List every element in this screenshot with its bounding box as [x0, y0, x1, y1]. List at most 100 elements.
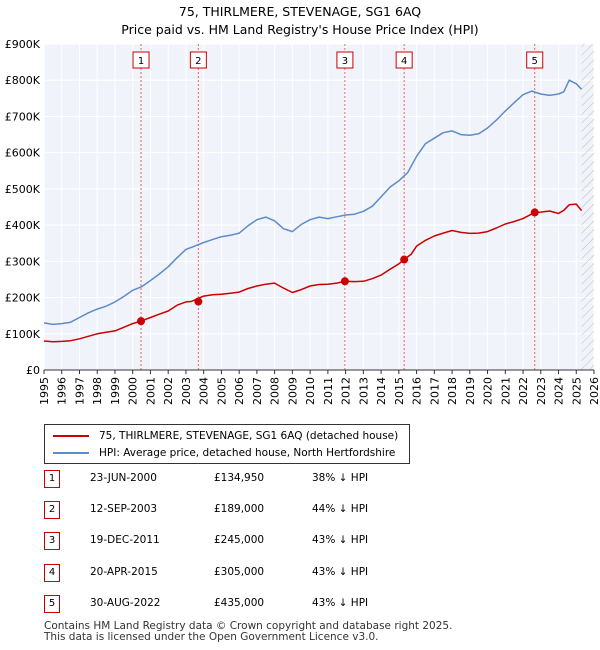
footer: Contains HM Land Registry data © Crown c… — [44, 621, 452, 643]
x-tick-label: 2015 — [393, 377, 406, 405]
sale-number-badge: 5 — [44, 595, 60, 613]
y-tick-label: £0 — [26, 364, 40, 377]
y-tick-label: £900K — [5, 38, 41, 51]
sale-marker-number: 5 — [532, 56, 538, 67]
sale-point — [137, 317, 146, 326]
x-tick-label: 2008 — [269, 377, 282, 405]
legend-item-property: 75, THIRLMERE, STEVENAGE, SG1 6AQ (detac… — [53, 430, 398, 442]
plot-area — [44, 44, 594, 370]
footer-copyright: Contains HM Land Registry data © Crown c… — [44, 620, 453, 632]
sale-marker-box — [395, 51, 413, 69]
table-row: 2 12-SEP-2003 £189,000 44% ↓ HPI — [44, 501, 444, 521]
x-tick-label: 2025 — [570, 377, 583, 405]
x-tick-label: 2012 — [340, 377, 353, 405]
sale-marker-number: 1 — [138, 56, 144, 67]
x-tick-label: 1998 — [91, 377, 104, 405]
sale-hpi-diff: 38% ↓ HPI — [312, 472, 369, 484]
sale-price: £245,000 — [214, 534, 265, 546]
x-axis: 1995 1996 1997 1998 1999 2000 2001 2002 2003 2004… — [38, 369, 600, 405]
x-tick-label: 2014 — [375, 377, 388, 405]
sale-point — [340, 277, 349, 286]
sale-points — [137, 208, 539, 326]
sale-date: 19-DEC-2011 — [90, 534, 160, 546]
gridlines — [43, 43, 595, 371]
legend-item-hpi: HPI: Average price, detached house, Nort… — [53, 447, 395, 459]
table-row: 5 30-AUG-2022 £435,000 43% ↓ HPI — [44, 595, 444, 615]
x-tick-label: 2009 — [286, 377, 299, 405]
sale-price: £305,000 — [214, 566, 265, 578]
sale-hpi-diff: 43% ↓ HPI — [312, 534, 369, 546]
sale-hpi-diff: 43% ↓ HPI — [312, 566, 369, 578]
x-tick-label: 2024 — [553, 377, 566, 405]
x-tick-label: 2000 — [127, 377, 140, 405]
sale-marker-number: 2 — [195, 56, 201, 67]
y-axis: £0 £100K £200K £300K £400K £500K £600K £700K £80… — [5, 38, 41, 377]
sale-number-badge: 1 — [44, 470, 60, 488]
table-row: 1 23-JUN-2000 £134,950 38% ↓ HPI — [44, 470, 444, 490]
y-tick-label: £700K — [5, 110, 41, 123]
sale-date: 20-APR-2015 — [90, 566, 158, 578]
y-tick-label: £600K — [5, 147, 41, 160]
chart-subtitle: Price paid vs. HM Land Registry's House … — [121, 22, 479, 37]
price-chart: 1 2 3 4 5 £0 £100K £200K £300K £400K £500K £600K £7… — [5, 38, 600, 405]
sale-point — [194, 297, 203, 306]
x-tick-label: 2023 — [535, 377, 548, 405]
sale-marker-box — [132, 51, 150, 69]
x-tick-label: 2018 — [446, 377, 459, 405]
sale-marker-number: 3 — [342, 56, 348, 67]
x-tick-label: 2010 — [304, 377, 317, 405]
sale-number-badge: 4 — [44, 564, 60, 582]
x-tick-label: 2026 — [588, 377, 600, 405]
sale-price: £435,000 — [214, 597, 265, 609]
sale-date: 23-JUN-2000 — [90, 472, 157, 484]
sale-price: £134,950 — [214, 472, 265, 484]
x-tick-label: 1995 — [38, 377, 51, 405]
x-tick-label: 2006 — [233, 377, 246, 405]
table-row: 3 19-DEC-2011 £245,000 43% ↓ HPI — [44, 532, 444, 552]
x-tick-label: 1996 — [56, 377, 69, 405]
x-tick-label: 2021 — [499, 377, 512, 405]
y-tick-label: £400K — [5, 219, 41, 232]
legend-label-property: 75, THIRLMERE, STEVENAGE, SG1 6AQ (detac… — [99, 430, 399, 442]
sale-number-badge: 3 — [44, 532, 60, 550]
y-tick-label: £100K — [5, 328, 41, 341]
sale-point — [400, 255, 409, 264]
x-tick-label: 2007 — [251, 377, 264, 405]
series-line — [44, 79, 583, 326]
x-tick-label: 1997 — [73, 377, 86, 405]
sale-labels: 1 2 3 4 5 — [132, 51, 544, 69]
x-tick-label: 2005 — [215, 377, 228, 405]
footer-licence: This data is licensed under the Open Gov… — [44, 631, 379, 643]
sale-marker-box — [526, 51, 544, 69]
x-tick-label: 2017 — [428, 377, 441, 405]
x-tick-label: 2019 — [464, 377, 477, 405]
forecast-hatch — [581, 44, 594, 370]
sale-date: 12-SEP-2003 — [90, 503, 158, 515]
x-tick-label: 2016 — [411, 377, 424, 405]
sale-price: £189,000 — [214, 503, 265, 515]
x-tick-label: 2002 — [162, 377, 175, 405]
sale-number-badge: 2 — [44, 501, 60, 519]
sale-marker-box — [189, 51, 207, 69]
x-tick-label: 2001 — [144, 377, 157, 405]
legend-label-hpi: HPI: Average price, detached house, Nort… — [99, 447, 396, 459]
sale-marker-number: 4 — [401, 56, 407, 67]
sale-date: 30-AUG-2022 — [90, 597, 161, 609]
x-tick-label: 2022 — [517, 377, 530, 405]
x-tick-label: 2004 — [198, 377, 211, 405]
x-tick-label: 2020 — [482, 377, 495, 405]
legend-swatch-hpi — [53, 452, 89, 454]
forecast-hatch-area — [581, 44, 594, 370]
legend: 75, THIRLMERE, STEVENAGE, SG1 6AQ (detac… — [44, 424, 410, 464]
sale-point — [530, 208, 539, 217]
y-tick-label: £800K — [5, 74, 41, 87]
x-tick-label: 2011 — [322, 377, 335, 405]
sale-marker-box — [336, 51, 354, 69]
table-row: 4 20-APR-2015 £305,000 43% ↓ HPI — [44, 564, 444, 584]
chart-title: 75, THIRLMERE, STEVENAGE, SG1 6AQ — [178, 4, 422, 19]
x-tick-label: 2003 — [180, 377, 193, 405]
legend-swatch-property — [53, 435, 89, 437]
sale-hpi-diff: 43% ↓ HPI — [312, 597, 369, 609]
x-tick-label: 1999 — [109, 377, 122, 405]
y-tick-label: £300K — [5, 255, 41, 268]
